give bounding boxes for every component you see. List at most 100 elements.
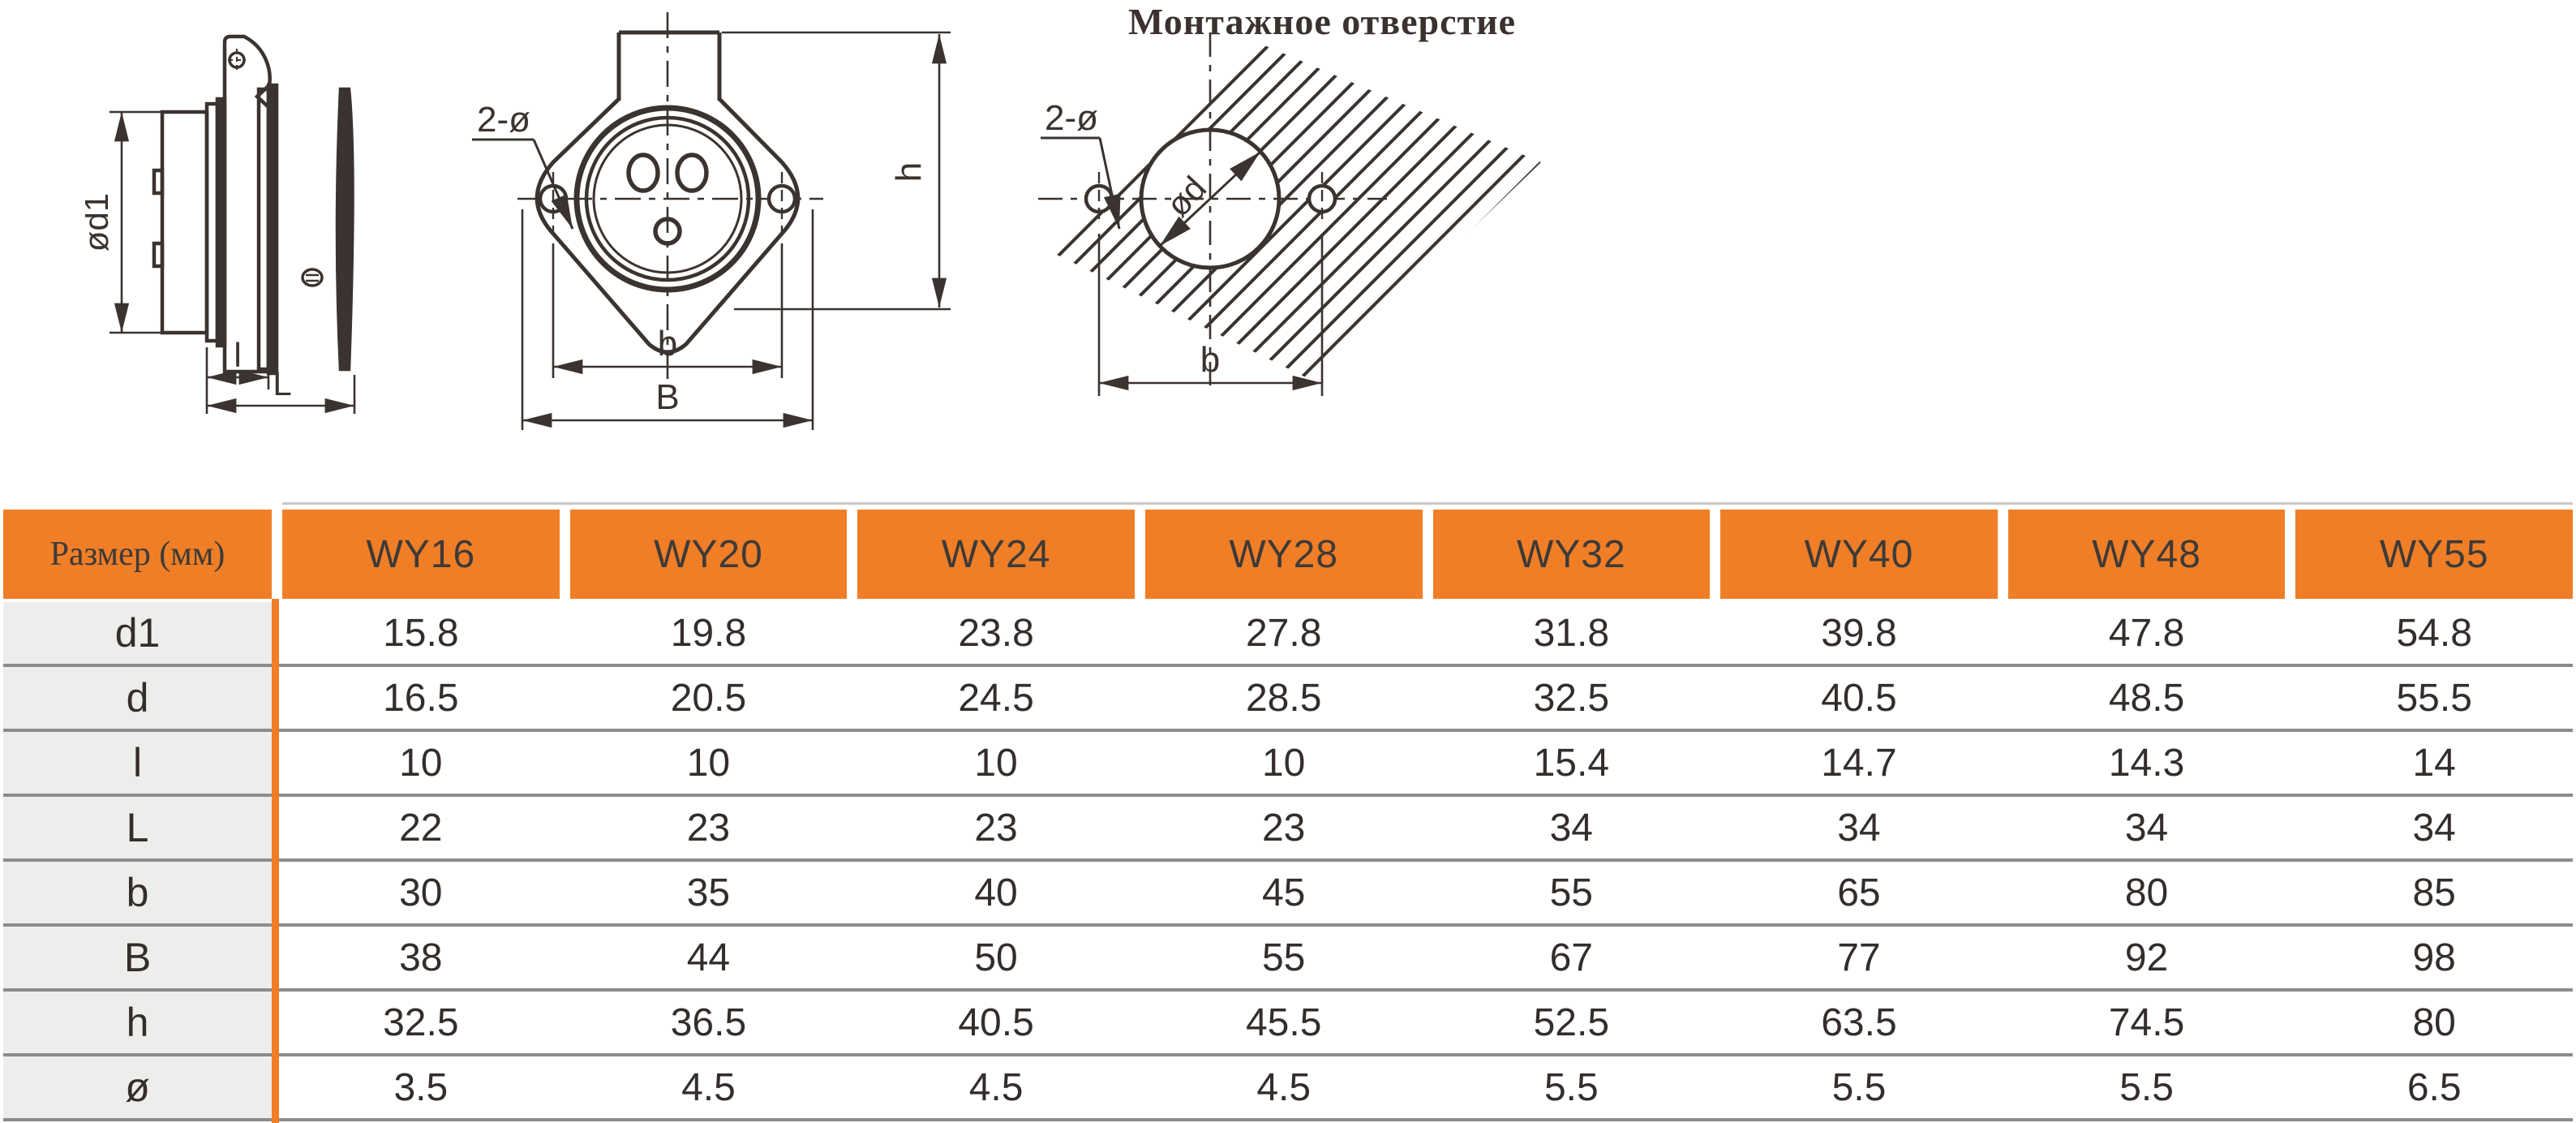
screw-head <box>301 268 324 287</box>
table-row-B: B 38 44 50 55 67 77 92 98 <box>3 927 2573 992</box>
dim-label-B: B <box>655 377 679 417</box>
cell-value: 74.5 <box>2007 992 2286 1053</box>
hole-centerlines <box>1097 172 1324 226</box>
table-row-d: d 16.5 20.5 24.5 28.5 32.5 40.5 48.5 55.… <box>3 667 2573 732</box>
cell-value: 39.8 <box>1720 602 1998 664</box>
cell-value: 32.5 <box>282 992 560 1053</box>
connector-body <box>152 34 354 376</box>
cell-value: 10 <box>569 732 848 794</box>
row-label: B <box>3 927 272 988</box>
cell-value: 45 <box>1144 862 1423 923</box>
cell-value: 4.5 <box>569 1056 848 1118</box>
cell-value: 36.5 <box>569 992 848 1053</box>
cell-value: 10 <box>857 732 1135 794</box>
table-row-diameter: ø 3.5 4.5 4.5 4.5 5.5 5.5 5.5 6.5 <box>3 1056 2573 1121</box>
dim-line-d <box>1158 150 1262 247</box>
cell-value: 6.5 <box>2295 1056 2573 1118</box>
cell-value: 34 <box>2295 797 2573 858</box>
row-label: d <box>3 667 272 729</box>
header-model-wy20: WY20 <box>569 510 848 599</box>
cell-value: 44 <box>569 927 848 988</box>
cell-value: 98 <box>2295 927 2573 988</box>
table-row-L: L 22 23 23 23 34 34 34 34 <box>3 797 2573 862</box>
cell-value: 28.5 <box>1144 667 1423 729</box>
holes-callout-label: 2-ø <box>477 100 530 140</box>
screw-slot <box>306 273 319 282</box>
cell-value: 30 <box>282 862 560 923</box>
cell-value: 47.8 <box>2007 602 2286 664</box>
cell-value: 80 <box>2295 992 2573 1053</box>
cell-value: 48.5 <box>2007 667 2286 729</box>
row-label: L <box>3 797 272 858</box>
row-label: h <box>3 992 272 1053</box>
extension-lines-B <box>521 209 814 430</box>
header-model-wy16: WY16 <box>282 510 560 599</box>
label-column-divider <box>272 599 279 1123</box>
dim-label-d1: ød1 <box>85 193 115 252</box>
table-row-b: b 30 35 40 45 55 65 80 85 <box>3 862 2573 927</box>
cell-value: 5.5 <box>1720 1056 1998 1118</box>
cell-value: 24.5 <box>857 667 1135 729</box>
row-label: l <box>3 732 272 794</box>
ear-hole-crosshair <box>228 49 246 71</box>
dim-label-L: L <box>273 364 291 402</box>
header-model-wy32: WY32 <box>1432 510 1711 599</box>
mounting-hole-drawing: ød 2-ø b <box>1038 32 1541 396</box>
header-model-wy48: WY48 <box>2007 510 2286 599</box>
cell-value: 4.5 <box>857 1056 1135 1118</box>
cell-value: 55.5 <box>2295 667 2573 729</box>
cell-value: 55 <box>1432 862 1711 923</box>
cell-value: 15.8 <box>282 602 560 664</box>
cell-value: 23 <box>569 797 848 858</box>
cell-value: 67 <box>1432 927 1711 988</box>
header-model-wy28: WY28 <box>1144 510 1423 599</box>
cell-value: 27.8 <box>1144 602 1423 664</box>
cell-value: 50 <box>857 927 1135 988</box>
dim-label-h: h <box>889 162 929 182</box>
cell-value: 32.5 <box>1432 667 1711 729</box>
cell-value: 14.7 <box>1720 732 1998 794</box>
cell-value: 16.5 <box>282 667 560 729</box>
cell-value: 23 <box>1144 797 1423 858</box>
cell-value: 45.5 <box>1144 992 1423 1053</box>
cell-value: 35 <box>569 862 848 923</box>
cell-value: 23.8 <box>857 602 1135 664</box>
dim-label-b: b <box>658 324 677 364</box>
holes-callout-label: 2-ø <box>1045 98 1098 138</box>
dim-label-l: l <box>234 336 241 374</box>
header-size: Размер (мм) <box>3 510 272 599</box>
cell-value: 52.5 <box>1432 992 1711 1053</box>
cell-value: 4.5 <box>1144 1056 1423 1118</box>
cell-value: 34 <box>2007 797 2286 858</box>
cell-value: 15.4 <box>1432 732 1711 794</box>
cell-value: 65 <box>1720 862 1998 923</box>
page-title: Монтажное отверстие <box>1127 1 1516 42</box>
cell-value: 54.8 <box>2295 602 2573 664</box>
panel-hatch <box>1050 41 1541 381</box>
table-body: d1 15.8 19.8 23.8 27.8 31.8 39.8 47.8 54… <box>3 602 2573 1121</box>
cell-value: 40.5 <box>1720 667 1998 729</box>
cell-value: 38 <box>282 927 560 988</box>
cell-value: 34 <box>1432 797 1711 858</box>
table-header-row: Размер (мм) WY16 WY20 WY24 WY28 WY32 WY4… <box>3 501 2573 599</box>
flange-outline <box>535 30 801 355</box>
cell-value: 19.8 <box>569 602 848 664</box>
front-view-drawing: 2-ø h b B <box>472 12 951 430</box>
cell-value: 3.5 <box>282 1056 560 1118</box>
cell-value: 77 <box>1720 927 1998 988</box>
table-top-border <box>282 502 2573 505</box>
row-label: ø <box>3 1056 272 1118</box>
cell-value: 23 <box>857 797 1135 858</box>
cell-value: 5.5 <box>1432 1056 1711 1118</box>
dim-label-b: b <box>1200 340 1220 380</box>
callout-leader <box>532 139 574 230</box>
cell-value: 40.5 <box>857 992 1135 1053</box>
cell-value: 10 <box>282 732 560 794</box>
cell-value: 10 <box>1144 732 1423 794</box>
cell-value: 55 <box>1144 927 1423 988</box>
cell-value: 31.8 <box>1432 602 1711 664</box>
cell-value: 14 <box>2295 732 2573 794</box>
table-row-d1: d1 15.8 19.8 23.8 27.8 31.8 39.8 47.8 54… <box>3 602 2573 667</box>
cell-value: 85 <box>2295 862 2573 923</box>
